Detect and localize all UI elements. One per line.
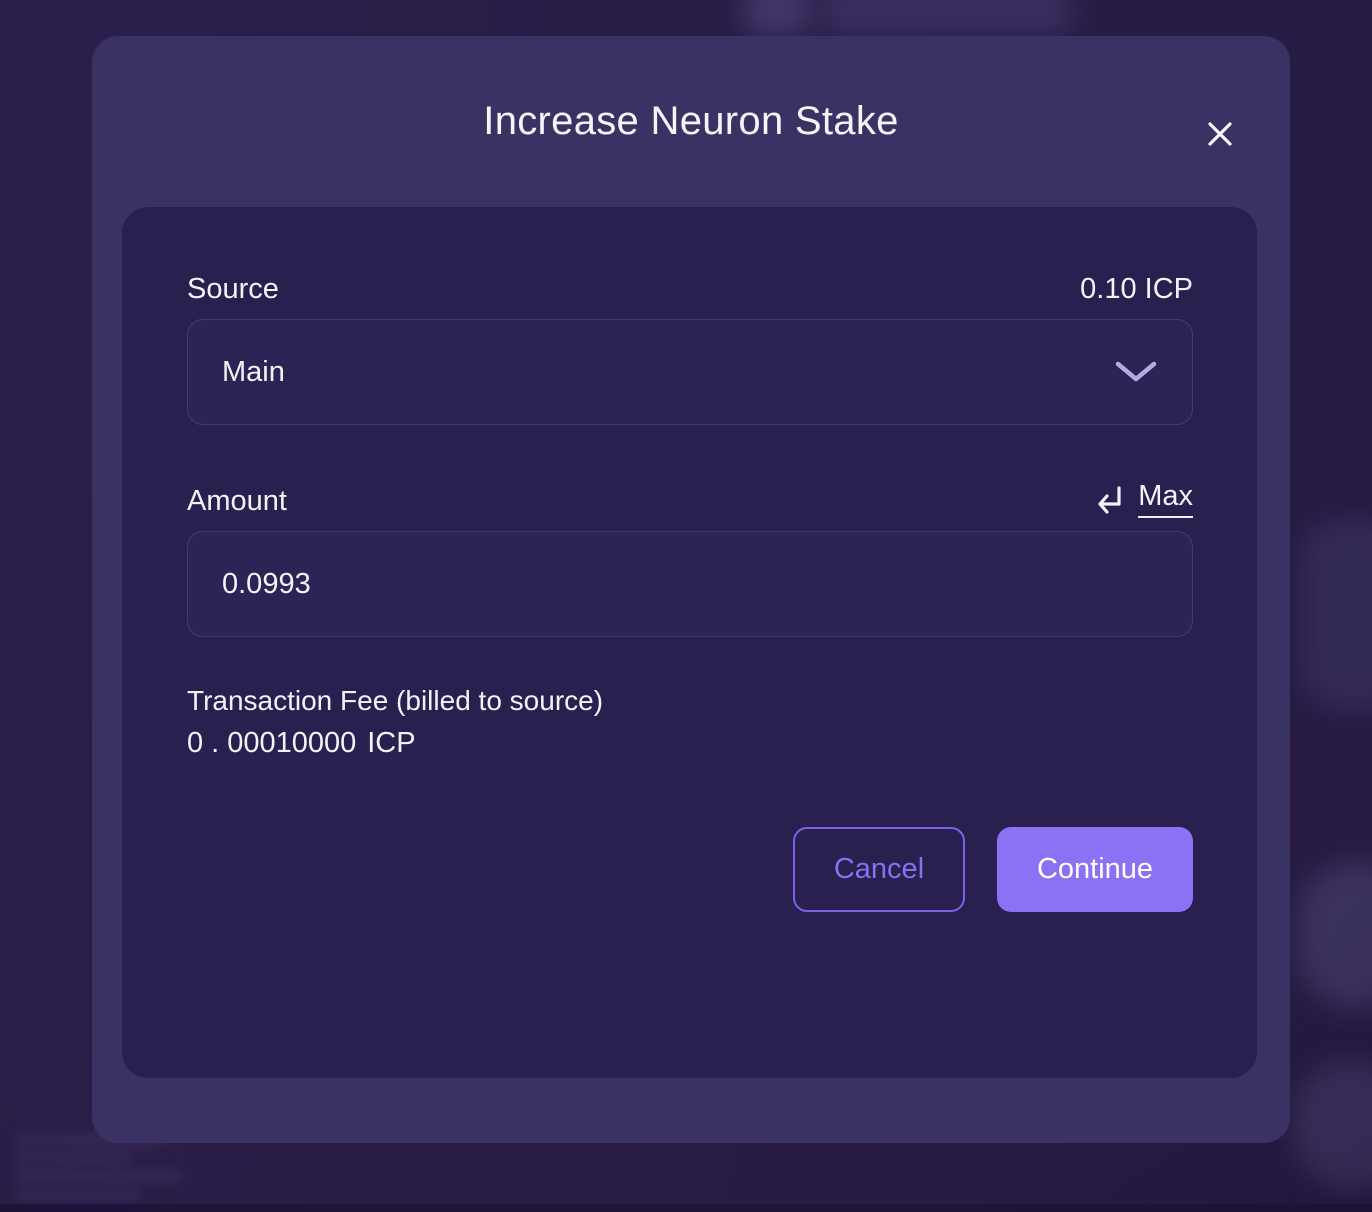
transaction-fee-block: Transaction Fee (billed to source) 0. 000… [187,681,1193,763]
increase-neuron-stake-modal: Increase Neuron Stake Source 0.10 ICP Ma… [92,36,1290,1143]
transaction-fee-label: Transaction Fee (billed to source) [187,685,604,716]
amount-label: Amount [187,485,287,517]
max-button[interactable]: Max [1091,480,1193,518]
cancel-button[interactable]: Cancel [793,827,965,912]
fee-whole: 0 [187,727,204,759]
blurred-background-text-line [14,1172,182,1181]
form-card: Source 0.10 ICP Main Amount Max [122,207,1257,1078]
source-balance: 0.10 ICP [1080,273,1193,305]
fee-token-symbol: ICP [367,727,416,759]
fee-separator: . [211,727,220,759]
modal-title: Increase Neuron Stake [483,99,899,143]
modal-actions: Cancel Continue [187,827,1193,912]
blurred-background-shape [742,0,812,36]
amount-label-row: Amount Max [187,480,1193,518]
blurred-background-shape [1296,860,1372,1010]
blurred-background-shape [1300,520,1372,710]
blurred-background-text-line [14,1190,142,1199]
blurred-background-text-line [14,1136,164,1145]
source-select-value: Main [222,355,285,388]
close-button[interactable] [1190,104,1250,164]
chevron-down-icon [1114,360,1158,384]
source-label: Source [187,273,279,305]
blurred-background-shape [822,0,1072,34]
enter-key-icon [1091,483,1125,515]
source-select[interactable]: Main [187,319,1193,425]
continue-button[interactable]: Continue [997,827,1193,912]
amount-input[interactable] [187,531,1193,637]
max-label: Max [1138,480,1193,518]
close-icon [1205,119,1235,149]
fee-fraction: 00010000 [227,727,357,759]
transaction-fee-value: 0. 00010000 ICP [187,723,1193,763]
source-label-row: Source 0.10 ICP [187,273,1193,306]
background-bottom-strip [0,1204,1372,1212]
blurred-background-text-line [14,1154,132,1163]
blurred-background-shape [1292,1060,1372,1190]
